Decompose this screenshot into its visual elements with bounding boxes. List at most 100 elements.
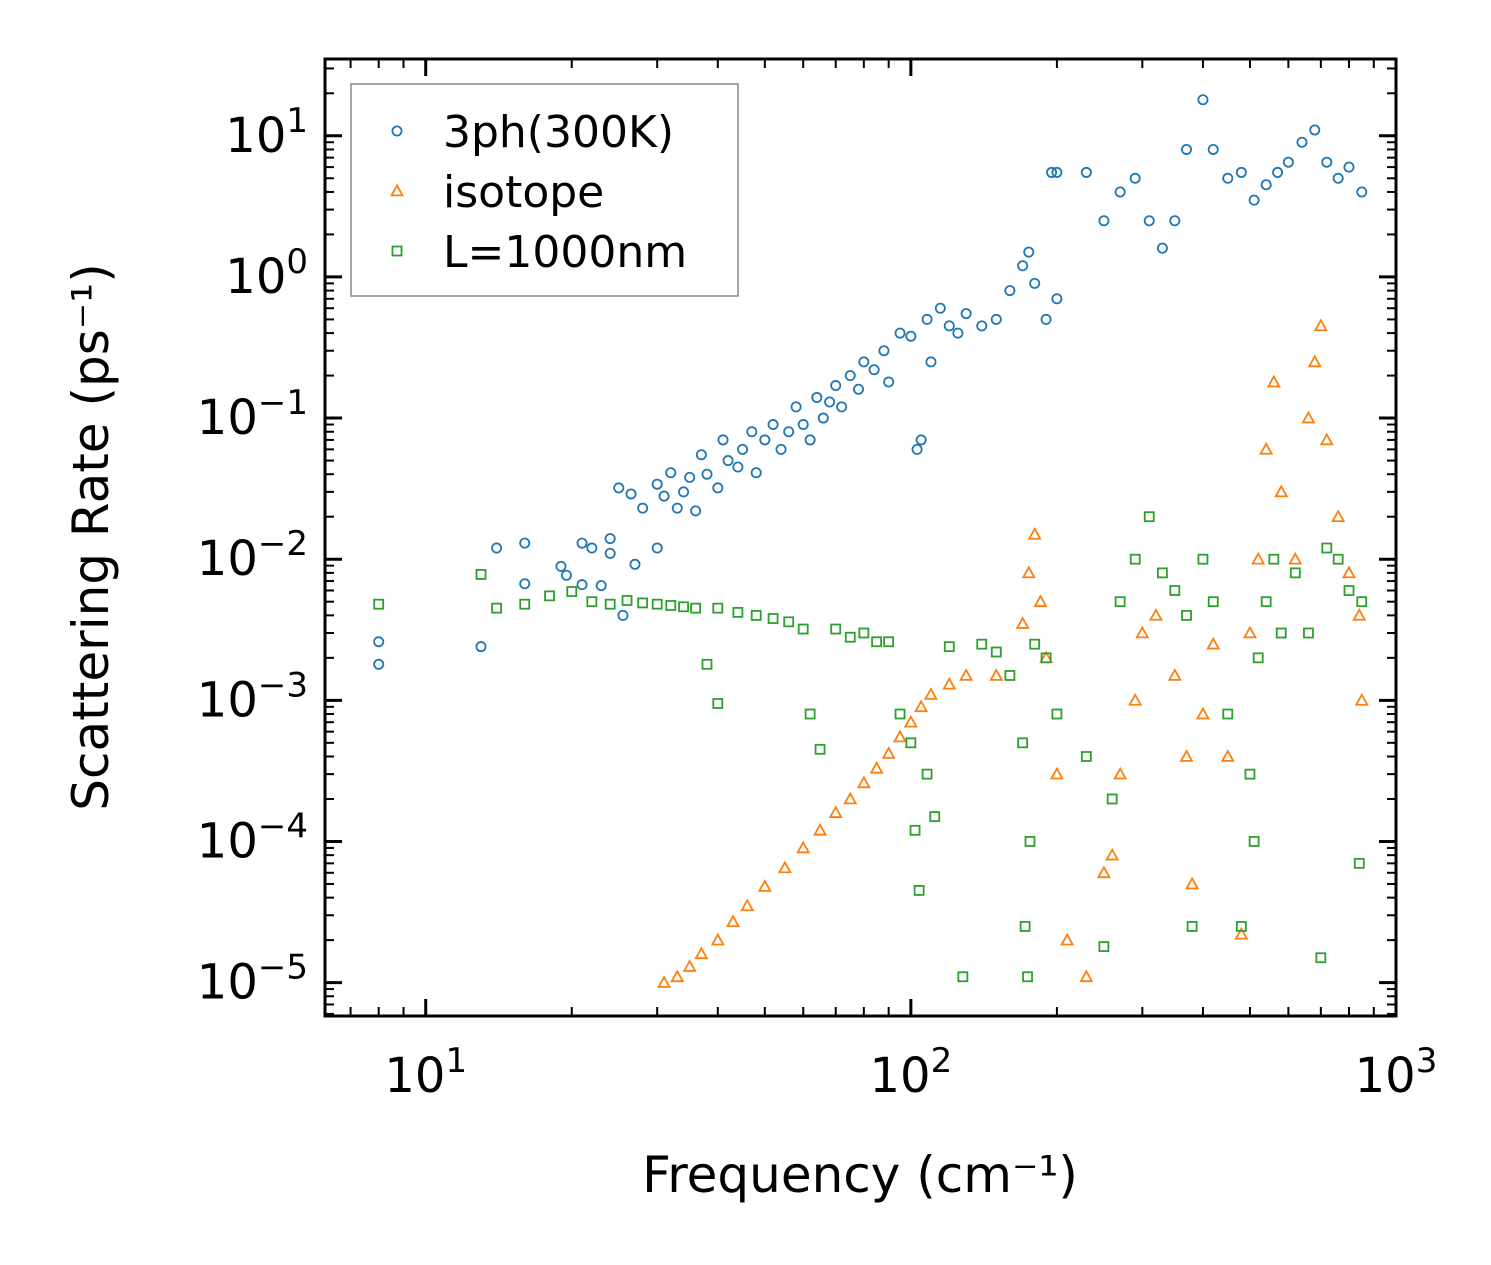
data-point [783,426,795,438]
data-point [595,580,607,592]
data-point [909,824,921,836]
data-point [883,636,895,648]
data-point [1046,166,1058,178]
data-point [1004,670,1016,681]
data-point [722,455,734,467]
data-point [767,613,779,624]
data-point [1319,432,1334,446]
legend-marker-2 [391,245,403,257]
data-point [1207,143,1219,155]
data-point [1113,766,1128,780]
legend-marker-0 [391,125,403,137]
data-point [519,598,531,610]
data-point [990,313,1002,325]
data-point [682,959,697,972]
data-point [1268,553,1280,565]
data-point [1356,596,1368,608]
data-point [1288,551,1303,565]
data-point [678,601,689,613]
data-point [604,598,616,610]
data-point [783,616,795,628]
data-point [777,860,792,874]
data-point [586,542,598,554]
data-point [555,560,567,572]
data-point [905,330,917,342]
y-tick-label: 10−1 [197,383,308,446]
data-point [1235,921,1247,932]
data-point [701,658,713,670]
data-point [740,898,755,912]
data-point [858,627,870,639]
data-point [1248,194,1260,206]
data-point [1169,215,1181,227]
data-point [1096,865,1111,879]
data-point [1022,971,1033,983]
data-point [1021,565,1036,579]
data-point [767,419,779,431]
data-point [957,971,969,983]
data-point [905,737,917,749]
data-point [1222,708,1234,720]
data-point [1023,246,1035,258]
data-point [1017,260,1029,272]
data-point [1343,585,1355,596]
data-point [883,376,895,388]
data-point [1051,293,1063,305]
data-point [1197,553,1209,565]
data-point [670,969,685,983]
data-point [1186,921,1198,932]
data-point [658,490,670,502]
data-point [519,578,531,590]
data-point [797,623,809,635]
data-point [989,668,1004,681]
data-point [990,646,1002,658]
data-point [828,805,843,818]
data-point [804,434,816,446]
data-point [1019,921,1031,932]
data-point [869,760,884,774]
data-point [621,595,633,606]
data-point [373,598,385,610]
data-point [804,708,816,720]
data-point [1272,166,1284,178]
data-point [1321,542,1333,554]
data-point [1185,876,1200,890]
plot-series [373,94,1369,988]
data-point [830,623,842,635]
data-point [929,811,941,823]
data-point [1049,766,1064,780]
data-point [1098,215,1110,227]
data-point [796,840,811,854]
data-point [712,482,724,494]
data-point [844,370,856,382]
data-point [844,631,856,643]
data-point [475,569,487,580]
data-point [1179,749,1194,762]
data-point [921,768,933,780]
data-point [1274,484,1289,498]
data-point [881,746,896,759]
data-point [1060,932,1075,946]
data-point [1315,952,1327,964]
data-point [617,609,629,621]
data-point [813,822,828,836]
data-point [694,946,709,960]
data-point [1098,941,1110,952]
data-point [491,602,503,614]
data-point [1195,706,1210,720]
data-point [665,600,677,611]
data-point [1135,625,1150,639]
data-point [1079,969,1094,983]
data-point [925,356,937,368]
data-point [1313,318,1328,332]
data-point [893,729,908,743]
legend-label-1: isotope [443,167,604,218]
data-point [858,356,870,368]
data-point [959,668,974,681]
data-point [695,449,707,461]
data-point [960,308,972,320]
data-point [1309,124,1321,136]
data-point [894,327,906,339]
data-point [1252,652,1264,664]
data-point [1307,354,1322,368]
